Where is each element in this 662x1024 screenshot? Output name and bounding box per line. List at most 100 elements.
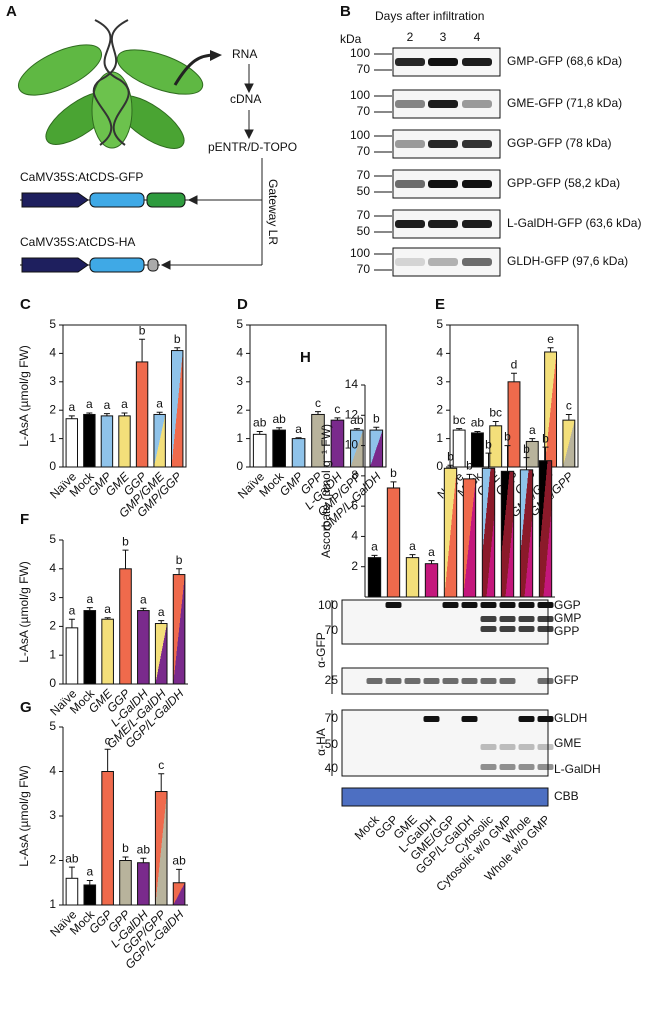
band [519, 744, 535, 750]
plant-illustration [12, 20, 222, 158]
y-tick-label: 0 [436, 459, 443, 473]
bar [120, 861, 132, 906]
marker-label: 70 [357, 168, 371, 182]
band [481, 764, 497, 770]
band [395, 140, 425, 148]
error-bar [158, 774, 164, 792]
band-label: GMP [554, 611, 581, 625]
marker-label: 100 [350, 46, 370, 60]
y-tick-label: 2 [436, 402, 443, 416]
y-axis-label: L-AsA (µmol/g FW) [17, 561, 31, 663]
bar [84, 885, 96, 905]
bar [370, 430, 383, 467]
marker-label: 100 [350, 246, 370, 260]
y-tick-label: 1 [49, 431, 56, 445]
significance-letter: b [466, 459, 473, 473]
band [462, 602, 478, 608]
band [519, 616, 535, 622]
marker-label: 70 [357, 104, 371, 118]
bar [102, 772, 114, 906]
bar [138, 863, 150, 905]
significance-letter: a [121, 397, 128, 411]
bar [253, 434, 266, 467]
band [500, 602, 516, 608]
band [481, 616, 497, 622]
marker-label: 100 [318, 598, 338, 612]
band [395, 180, 425, 188]
band-label: GME [554, 736, 581, 750]
row-label: GGP-GFP (78 kDa) [507, 136, 611, 150]
y-tick-label: 6 [351, 498, 358, 512]
band-label: GGP [554, 598, 581, 612]
band [538, 744, 554, 750]
error-bar [69, 619, 75, 628]
row-label: GPP-GFP (58,2 kDa) [507, 176, 620, 190]
lane-label: 4 [474, 30, 481, 44]
significance-letter: ab [471, 416, 485, 430]
bar [387, 488, 399, 597]
bar [501, 471, 513, 597]
band [462, 678, 478, 684]
band [481, 744, 497, 750]
error-bar [123, 550, 129, 569]
significance-letter: ab [253, 416, 267, 430]
significance-letter: a [428, 545, 435, 559]
band [462, 140, 492, 148]
band [538, 716, 554, 722]
error-bar [123, 857, 129, 861]
construct: CaMV35S:AtCDS-HA [20, 235, 135, 249]
y-tick-label: 2 [236, 402, 243, 416]
significance-letter: b [447, 449, 454, 463]
bar [84, 414, 95, 467]
marker-label: 50 [357, 224, 371, 238]
error-bar [140, 858, 146, 862]
panel-label: A [6, 3, 17, 20]
y-tick-label: 2 [351, 559, 358, 573]
marker-label: 40 [325, 761, 339, 775]
significance-letter: ab [65, 851, 79, 865]
band [424, 678, 440, 684]
bar [138, 611, 150, 684]
band [428, 180, 458, 188]
band-label: L-GalDH [554, 762, 601, 776]
significance-letter: b [390, 466, 397, 480]
y-tick-label: 2 [49, 402, 56, 416]
significance-letter: b [504, 430, 511, 444]
significance-letter: a [68, 400, 75, 414]
panel-label: E [435, 296, 445, 313]
error-bar [176, 569, 182, 575]
y-tick-label: 2 [49, 853, 56, 867]
y-tick-label: 1 [236, 431, 243, 445]
significance-letter: c [566, 399, 572, 413]
error-bar [105, 749, 111, 771]
band [395, 258, 425, 266]
bar [273, 430, 286, 467]
y-tick-label: 5 [236, 317, 243, 331]
bar [520, 470, 532, 597]
band [462, 180, 492, 188]
significance-letter: a [529, 423, 536, 437]
panel-label: C [20, 296, 31, 313]
panel-label: B [340, 3, 351, 20]
blot [342, 788, 548, 806]
error-bar [511, 373, 517, 382]
bar [508, 382, 520, 467]
row-label: GLDH-GFP (97,6 kDa) [507, 254, 628, 268]
band [428, 258, 458, 266]
y-tick-label: 5 [436, 317, 443, 331]
y-tick-label: 1 [49, 647, 56, 661]
significance-letter: ab [137, 842, 151, 856]
bar [444, 468, 456, 597]
bar [471, 433, 483, 467]
y-tick-label: 1 [436, 431, 443, 445]
bar [66, 878, 78, 905]
significance-letter: c [334, 402, 340, 416]
row-label: GMP-GFP (68,6 kDa) [507, 54, 622, 68]
band [500, 626, 516, 632]
band [481, 602, 497, 608]
y-tick-label: 10 [345, 438, 359, 452]
band [462, 100, 492, 108]
band [519, 764, 535, 770]
y-tick-label: 4 [49, 764, 56, 778]
band-label: GPP [554, 624, 579, 638]
